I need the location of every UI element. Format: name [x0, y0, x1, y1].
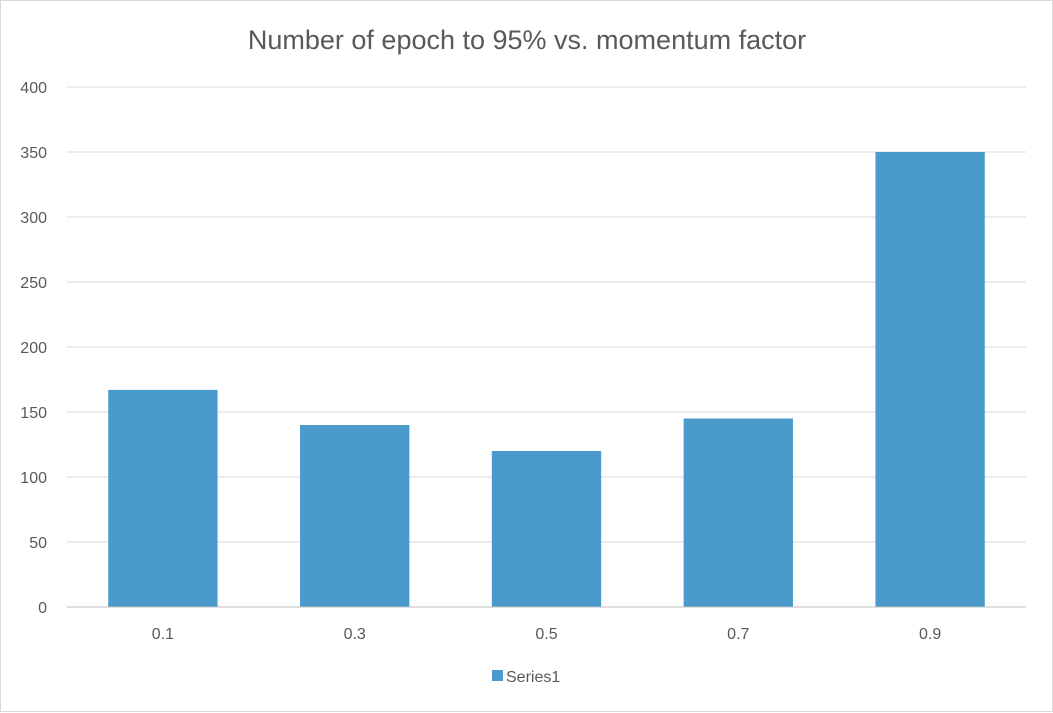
x-tick-label: 0.5 — [535, 626, 557, 643]
bar — [491, 451, 602, 607]
y-tick-label: 250 — [20, 275, 47, 292]
y-tick-label: 350 — [20, 145, 47, 162]
y-tick-label: 300 — [20, 210, 47, 227]
y-tick-label: 400 — [20, 80, 47, 97]
y-tick-label: 0 — [38, 600, 47, 617]
y-axis-ticks: 0 50 100 150 200 250 300 350 400 — [20, 80, 47, 617]
bar — [300, 425, 410, 607]
y-tick-label: 50 — [29, 535, 47, 552]
x-tick-label: 0.3 — [344, 626, 366, 643]
x-axis-ticks: 0.1 0.3 0.5 0.7 0.9 — [152, 626, 942, 643]
bars — [108, 152, 985, 607]
x-tick-label: 0.1 — [152, 626, 174, 643]
y-tick-label: 150 — [20, 405, 47, 422]
y-tick-label: 200 — [20, 340, 47, 357]
bar — [875, 152, 985, 607]
chart-title: Number of epoch to 95% vs. momentum fact… — [248, 25, 806, 55]
bar — [108, 389, 218, 607]
legend-label: Series1 — [506, 669, 560, 686]
legend: Series1 — [492, 669, 560, 686]
bar — [683, 418, 793, 607]
legend-swatch — [492, 670, 503, 681]
y-tick-label: 100 — [20, 470, 47, 487]
x-tick-label: 0.9 — [919, 626, 941, 643]
gridlines — [67, 86, 1026, 543]
x-tick-label: 0.7 — [727, 626, 749, 643]
